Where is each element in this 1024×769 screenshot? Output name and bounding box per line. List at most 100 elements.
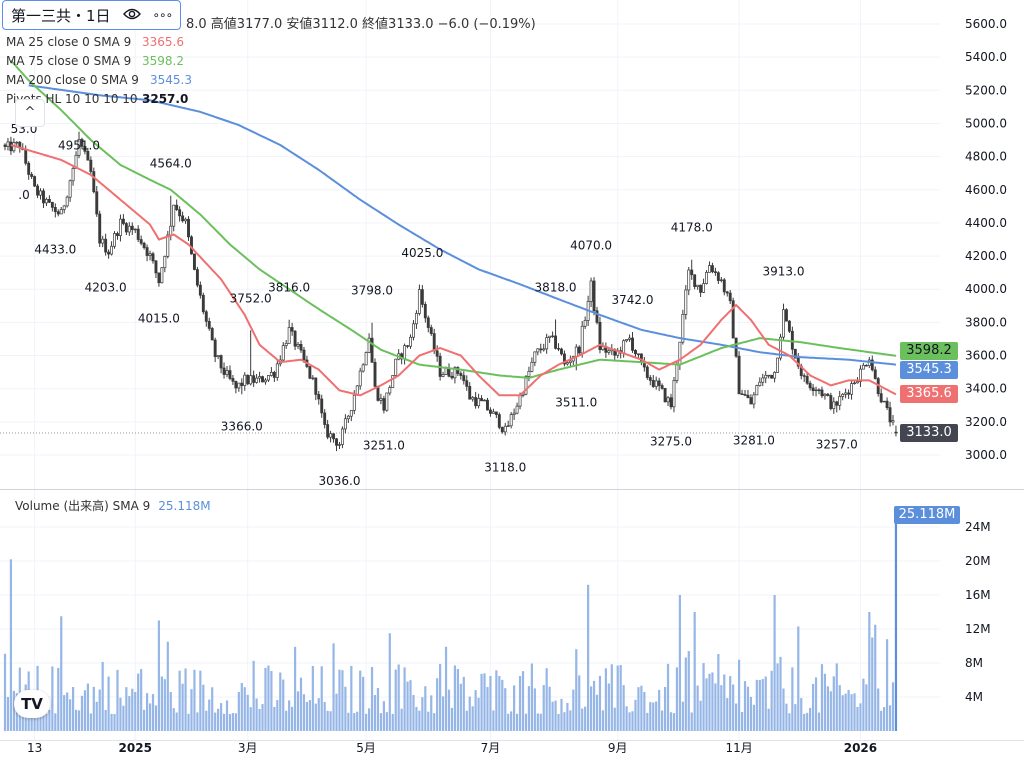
volume-bar[interactable] — [885, 639, 889, 731]
candle[interactable] — [802, 373, 806, 382]
candle[interactable] — [136, 225, 140, 243]
candle[interactable] — [767, 374, 771, 379]
volume-bar[interactable] — [89, 713, 92, 731]
volume-bar[interactable] — [868, 612, 871, 731]
candle[interactable] — [491, 408, 495, 414]
candle[interactable] — [231, 374, 235, 385]
volume-bar[interactable] — [631, 711, 634, 731]
volume-bar[interactable] — [359, 670, 362, 731]
volume-bar[interactable] — [344, 686, 347, 731]
indicator-legend-row[interactable]: MA 200 close 0 SMA 9 3545.3 — [6, 73, 192, 87]
volume-bar[interactable] — [507, 713, 510, 731]
volume-bar[interactable] — [835, 663, 838, 731]
candle[interactable] — [27, 161, 31, 180]
volume-bar[interactable] — [548, 686, 551, 731]
candle[interactable] — [139, 235, 143, 246]
volume-bar[interactable] — [652, 702, 655, 731]
volume-bar[interactable] — [527, 686, 531, 731]
volume-bar[interactable] — [533, 688, 536, 731]
volume-bar[interactable] — [699, 700, 702, 731]
candle[interactable] — [201, 292, 205, 315]
candle[interactable] — [749, 394, 753, 405]
volume-bar[interactable] — [184, 668, 187, 731]
candle[interactable] — [113, 231, 116, 249]
candle[interactable] — [44, 197, 48, 207]
candle[interactable] — [648, 375, 652, 386]
volume-bar[interactable] — [385, 712, 388, 731]
volume-bar[interactable] — [447, 689, 451, 731]
volume-bar[interactable] — [317, 698, 320, 731]
volume-bar[interactable] — [63, 695, 66, 731]
candle[interactable] — [287, 319, 291, 344]
candle[interactable] — [811, 383, 815, 396]
volume-bar[interactable] — [356, 711, 359, 731]
volume-bar[interactable] — [850, 694, 853, 731]
volume-bar[interactable] — [634, 699, 637, 731]
volume-bar[interactable] — [332, 643, 335, 731]
volume-bar[interactable] — [761, 679, 764, 731]
candle[interactable] — [145, 244, 149, 262]
volume-bar[interactable] — [649, 702, 652, 731]
volume-bar[interactable] — [415, 706, 418, 731]
volume-bar[interactable] — [625, 706, 628, 731]
candle[interactable] — [130, 222, 134, 236]
volume-bar[interactable] — [800, 698, 803, 731]
volume-bar[interactable] — [474, 690, 477, 731]
candle[interactable] — [181, 211, 185, 223]
volume-bar[interactable] — [581, 708, 584, 731]
candle[interactable] — [394, 358, 398, 379]
candle[interactable] — [737, 351, 741, 395]
volume-bar[interactable] — [335, 693, 338, 731]
candle[interactable] — [412, 320, 415, 341]
candle[interactable] — [530, 357, 534, 373]
volume-bar[interactable] — [258, 708, 261, 731]
volume-bar[interactable] — [705, 678, 708, 731]
candle[interactable] — [154, 260, 158, 279]
candle[interactable] — [506, 420, 510, 427]
volume-bar[interactable] — [282, 679, 285, 731]
candle[interactable] — [477, 393, 481, 409]
candle[interactable] — [823, 393, 827, 400]
volume-bar[interactable] — [430, 695, 433, 731]
volume-bar[interactable] — [143, 709, 146, 731]
volume-bar[interactable] — [622, 685, 625, 731]
volume-bar[interactable] — [572, 689, 575, 731]
volume-bar[interactable] — [678, 595, 681, 731]
candle[interactable] — [110, 241, 114, 256]
volume-bar[interactable] — [214, 712, 217, 731]
candle[interactable] — [622, 339, 626, 358]
candle[interactable] — [358, 367, 362, 390]
volume-bar[interactable] — [60, 616, 63, 731]
volume-bar[interactable] — [501, 679, 504, 731]
volume-bar[interactable] — [412, 694, 415, 731]
candle[interactable] — [808, 380, 812, 391]
candle[interactable] — [216, 355, 220, 360]
candle[interactable] — [746, 389, 750, 399]
volume-bar[interactable] — [169, 692, 172, 731]
ma75-line[interactable] — [10, 59, 897, 379]
volume-bar[interactable] — [746, 686, 750, 731]
volume-bar[interactable] — [228, 713, 232, 731]
candle[interactable] — [669, 393, 673, 410]
candle[interactable] — [583, 316, 587, 329]
volume-bar[interactable] — [441, 696, 445, 731]
candle[interactable] — [234, 380, 238, 394]
candle[interactable] — [548, 335, 552, 343]
volume-bar[interactable] — [832, 676, 835, 731]
candle[interactable] — [731, 297, 735, 339]
candle[interactable] — [660, 383, 664, 390]
volume-bar[interactable] — [693, 612, 696, 731]
volume-bar[interactable] — [116, 669, 119, 731]
volume-bar[interactable] — [98, 689, 101, 731]
candle[interactable] — [385, 392, 389, 412]
volume-bar[interactable] — [598, 675, 602, 731]
candle[interactable] — [243, 372, 247, 391]
candle[interactable] — [33, 175, 37, 187]
volume-bar[interactable] — [515, 713, 519, 731]
volume-bar[interactable] — [314, 703, 317, 731]
volume-bar[interactable] — [613, 707, 616, 731]
candle[interactable] — [349, 410, 353, 422]
candle[interactable] — [121, 214, 125, 226]
volume-bar[interactable] — [187, 713, 190, 731]
volume-bar[interactable] — [128, 696, 131, 731]
